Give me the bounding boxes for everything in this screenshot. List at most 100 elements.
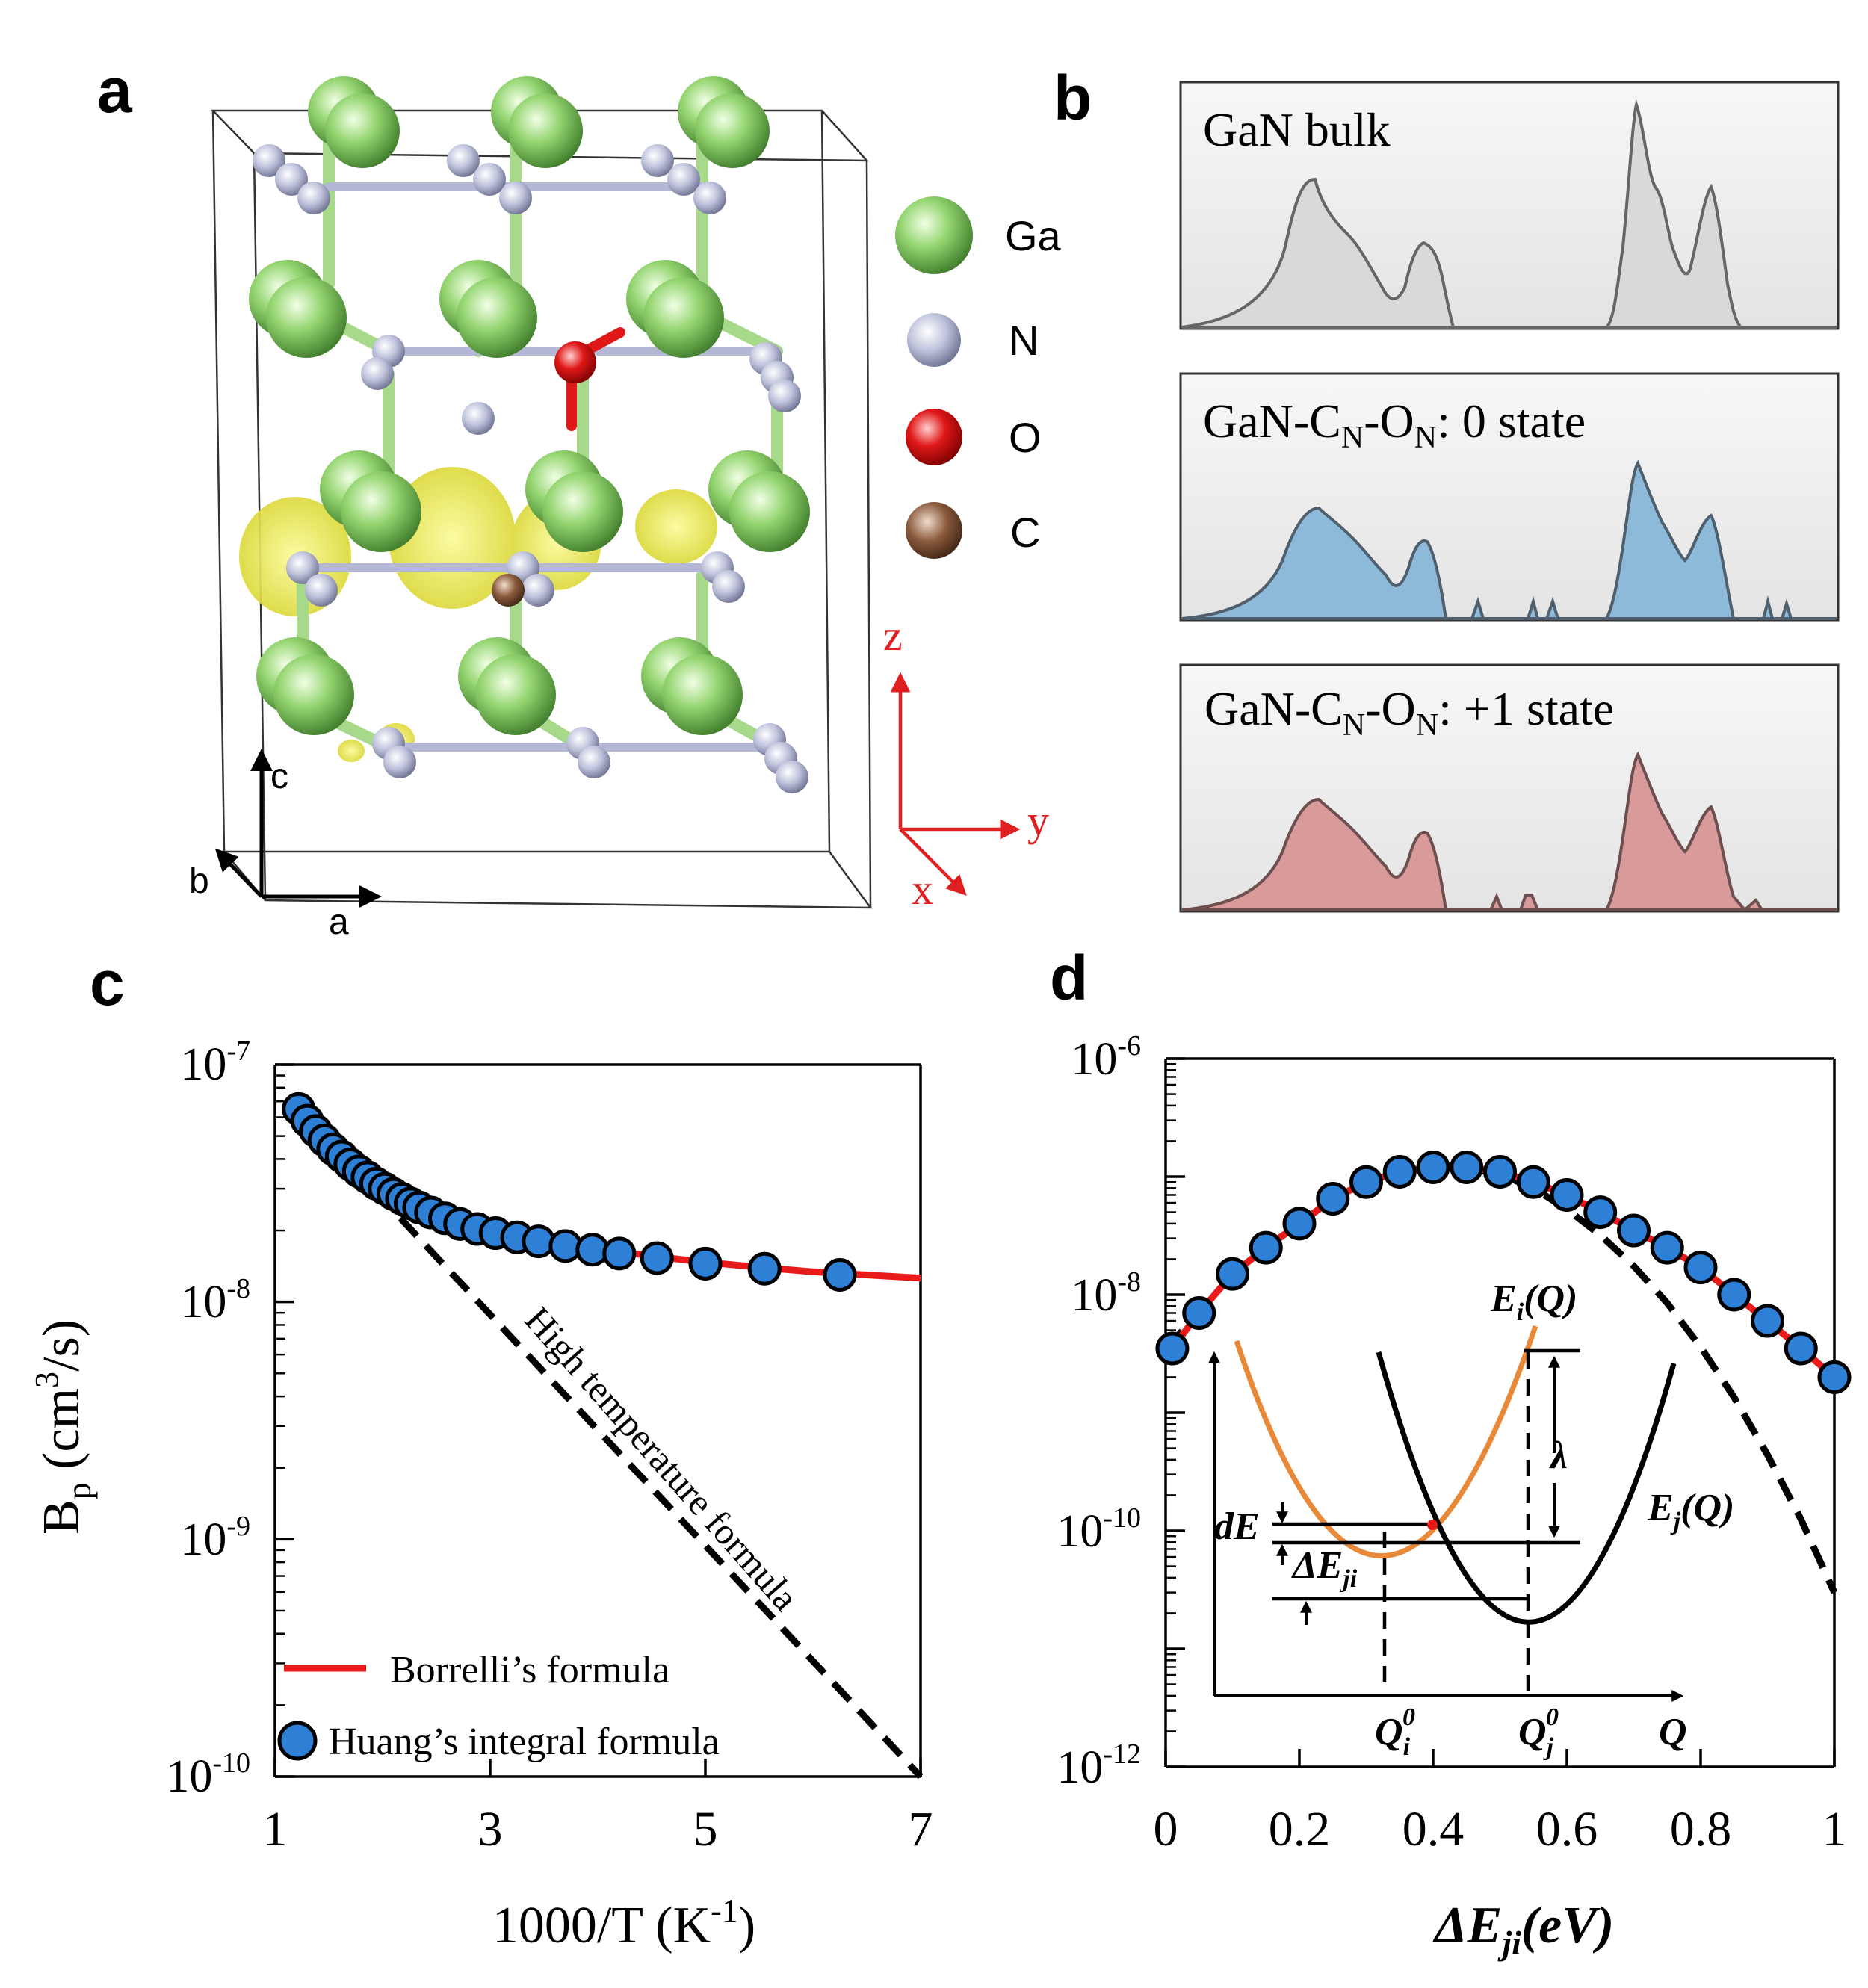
chart-d-ytick-1e-12-base: 10: [1057, 1742, 1103, 1793]
dos-plot-charged-title: GaN-CN-ON: +1 state: [1204, 682, 1614, 743]
inset-label-ei-end: (Q): [1524, 1278, 1577, 1320]
dos-curve-neutral: [1181, 459, 1837, 620]
chart-d-huang-point: [1483, 1154, 1517, 1189]
cartesian-axis-y-label: y: [1027, 796, 1049, 845]
inset-label-deji-main: ΔE: [1291, 1544, 1343, 1587]
dos-title-charged-sub1: N: [1343, 708, 1365, 743]
inset-curve-ei: [1234, 1325, 1538, 1558]
inset-label-de: dE: [1214, 1505, 1260, 1548]
chart-c-xlabel-main: 1000/T (K: [492, 1897, 711, 1954]
panel-letter-a: a: [97, 55, 133, 126]
chart-d-minor-ticks: [1166, 1062, 1176, 1732]
chart-d-huang-point: [1650, 1230, 1684, 1265]
chart-c-huang-point: [688, 1246, 723, 1281]
chart-c-minor-ticks: [275, 1074, 285, 1706]
panel-d-chart: 10-6 10-8 10-10 10-12 0 0.2 0.4 0.6 0.8 …: [1057, 1030, 1852, 1962]
chart-d-huang-point: [1416, 1150, 1450, 1184]
dos-title-neutral-part2: -O: [1364, 394, 1414, 448]
chart-c-xlabel: 1000/T (K-1): [492, 1892, 755, 1954]
chart-c-legend-borrelli-label: Borrelli’s formula: [390, 1649, 669, 1691]
inset-label-ei-sub: i: [1517, 1298, 1524, 1326]
chart-c-huang-point: [602, 1236, 637, 1271]
chart-c-ylabel-sup: 3: [28, 1372, 65, 1388]
chart-d-huang-point: [1450, 1150, 1484, 1184]
legend-c-label: C: [1010, 509, 1040, 556]
chart-d-huang-point: [1216, 1257, 1249, 1291]
chart-c-ylabel-end: /s): [33, 1319, 90, 1372]
inset-label-ej: Ej(Q): [1647, 1487, 1734, 1535]
dos-title-neutral-sub2: N: [1414, 421, 1437, 455]
cartesian-axis-x-label: x: [912, 865, 933, 914]
o-atom: [554, 341, 596, 383]
chart-c-huang-points: [282, 1091, 857, 1292]
chart-c-legend-huang-swatch: [277, 1721, 318, 1761]
n-atoms: [253, 144, 808, 793]
legend-c-swatch: [906, 502, 962, 559]
legend-n-swatch: [907, 313, 961, 367]
legend-o-swatch: [906, 409, 962, 465]
chart-d-huang-point: [1683, 1251, 1718, 1285]
chart-c-xlabel-sup: -1: [711, 1892, 738, 1929]
dos-curve-charged: [1181, 751, 1837, 912]
chart-d-ytick-1e-12: 10-12: [1057, 1738, 1141, 1793]
chart-c-legend: Borrelli’s formula Huang’s integral form…: [277, 1649, 720, 1763]
chart-d-huang-point: [1282, 1207, 1317, 1241]
chart-d-xtick-0: 0: [1154, 1802, 1178, 1857]
chart-c-ylabel-b: B: [33, 1499, 90, 1535]
chart-c-ytick-1e-10-exp: -10: [212, 1747, 250, 1779]
dos-curve-bulk: [1181, 99, 1837, 329]
panel-b-dos: GaN bulk GaN-CN-ON: 0 state GaN-CN-ON: +…: [1179, 81, 1840, 913]
chart-c-huang-point: [823, 1257, 857, 1292]
chart-c-xlabel-end: ): [738, 1897, 755, 1954]
chart-d-huang-point: [1717, 1278, 1751, 1312]
chart-c-ytick-1e-9: 10-9: [180, 1511, 250, 1565]
chart-d-xtick-0.8: 0.8: [1670, 1802, 1732, 1857]
chart-c-ylabel: Bp (cm3/s): [28, 1319, 98, 1535]
inset-label-deji: ΔEji: [1291, 1544, 1358, 1593]
chart-c-ytick-1e-7: 10-7: [180, 1035, 250, 1090]
chart-c-huang-point: [575, 1233, 610, 1267]
chart-c-high-temperature-line: [296, 1106, 924, 1780]
chart-d-ytick-1e-10-exp: -10: [1103, 1502, 1141, 1534]
chart-d-inset: Ei(Q) Ej(Q) λ dE ΔEji Qi0 Qj0 Q: [1208, 1278, 1734, 1761]
chart-c-huang-point: [548, 1229, 583, 1263]
chart-d-huang-point: [1817, 1360, 1852, 1394]
chart-d-huang-point: [1249, 1230, 1283, 1265]
dos-title-charged-part1: GaN-C: [1204, 682, 1343, 735]
chart-d-xtick-0.6: 0.6: [1536, 1802, 1598, 1857]
chart-c-ytick-1e-8-base: 10: [180, 1277, 226, 1328]
inset-dashed-guides: [1382, 1352, 1530, 1692]
chart-d-xlabel-main: ΔE: [1432, 1897, 1503, 1954]
lattice-axis-c-label: c: [270, 757, 288, 796]
lattice-axes: [214, 749, 382, 908]
chart-c-ylabel-mid: (cm: [33, 1388, 90, 1482]
dos-title-neutral-part1: GaN-C: [1203, 394, 1341, 448]
chart-c-ytick-1e-8-exp: -8: [226, 1273, 250, 1304]
panel-a-structure: c b a z y x Ga N O C: [189, 76, 1062, 942]
inset-label-qj0-main: Q: [1518, 1711, 1547, 1753]
cartesian-axis-z-label: z: [883, 611, 903, 660]
panel-c-chart: 10-7 10-8 10-9 10-10 1 3 5 7 1000/T (K-1…: [28, 1035, 933, 1954]
inset-label-ei: Ei(Q): [1490, 1278, 1577, 1326]
panel-letter-b: b: [1054, 63, 1092, 133]
dos-plot-neutral-title: GaN-CN-ON: 0 state: [1203, 394, 1586, 455]
chart-d-ytick-1e-12-exp: -12: [1103, 1738, 1141, 1770]
dos-plot-bulk-title: GaN bulk: [1203, 103, 1391, 156]
panel-letter-d: d: [1050, 943, 1088, 1013]
chart-d-ytick-1e-8-base: 10: [1071, 1270, 1117, 1321]
inset-label-ej-main: E: [1647, 1487, 1674, 1529]
inset-arrows: [1276, 1355, 1560, 1625]
chart-d-huang-point: [1182, 1295, 1216, 1330]
chart-d-ytick-1e-10-base: 10: [1057, 1506, 1103, 1557]
chart-c-ytick-1e-7-base: 10: [180, 1039, 226, 1090]
chart-d-ytick-1e-6: 10-6: [1071, 1030, 1141, 1085]
chart-c-ytick-1e-10: 10-10: [166, 1747, 250, 1802]
chart-c-annotation: High temperature formula: [517, 1298, 807, 1618]
inset-label-qj0-sup: 0: [1546, 1703, 1559, 1731]
inset-label-qi0-main: Q: [1375, 1711, 1403, 1753]
chart-d-borrelli-line: [1163, 1164, 1837, 1380]
legend-o-label: O: [1009, 414, 1042, 461]
cartesian-axes: [890, 672, 1021, 896]
inset-label-qi0-sub: i: [1403, 1733, 1411, 1761]
element-legend: Ga N O C: [895, 196, 1062, 559]
